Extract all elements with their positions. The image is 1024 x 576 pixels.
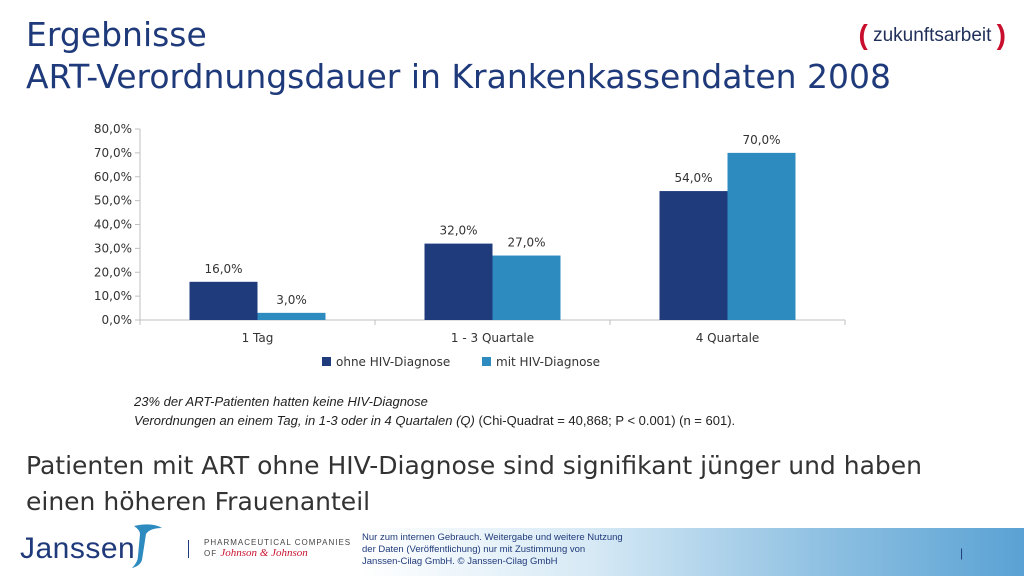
bar-mit-2 — [727, 152, 796, 320]
bar-ohne-1 — [424, 243, 493, 320]
logo-paren-close: ) — [996, 19, 1006, 50]
footnote-line-1: 23% der ART-Patienten hatten keine HIV-D… — [134, 394, 428, 409]
category-label: 1 Tag — [242, 331, 274, 345]
data-label: 16,0% — [204, 262, 242, 276]
conclusion-text: Patienten mit ART ohne HIV-Diagnose sind… — [26, 451, 922, 516]
bar-mit-1 — [492, 255, 561, 320]
bar-ohne-2 — [659, 191, 728, 320]
logo-text: zukunftsarbeit — [873, 25, 992, 46]
footer-separator — [188, 540, 189, 558]
data-label: 54,0% — [674, 171, 712, 185]
y-tick-label: 20,0% — [94, 265, 132, 279]
y-tick-label: 40,0% — [94, 218, 132, 232]
bar-chart: 0,0% 10,0% 20,0% 30,0% 40,0% 50,0% 60,0% 70,0% 8… — [94, 122, 846, 369]
legend-label: mit HIV-Diagnose — [496, 355, 600, 369]
category-label: 1 - 3 Quartale — [451, 331, 534, 345]
y-tick-label: 0,0% — [102, 313, 133, 327]
jnj-wordmark: Johnson & Johnson — [220, 547, 308, 559]
legend-swatch — [322, 357, 331, 366]
data-label: 70,0% — [742, 133, 780, 147]
y-tick-label: 70,0% — [94, 146, 132, 160]
title-line-1: Ergebnisse — [26, 15, 207, 54]
bar-mit-0 — [257, 312, 326, 320]
logo-paren-open: ( — [858, 19, 868, 50]
data-label: 27,0% — [507, 236, 545, 250]
y-tick-label: 30,0% — [94, 241, 132, 255]
disclaimer-line-2: der Daten (Veröffentlichung) nur mit Zus… — [362, 544, 586, 555]
disclaimer-line-3: Janssen-Cilag GmbH. © Janssen-Cilag GmbH — [362, 556, 558, 567]
pharma-line-1: PHARMACEUTICAL COMPANIES — [204, 538, 352, 547]
pharma-of: OF — [204, 549, 221, 558]
y-tick-label: 50,0% — [94, 194, 132, 208]
y-tick-label: 60,0% — [94, 170, 132, 184]
chart-footnote: 23% der ART-Patienten hatten keine HIV-D… — [134, 392, 735, 430]
zukunftsarbeit-logo: ( zukunftsarbeit ) — [858, 16, 1006, 50]
janssen-logo: Janssen — [20, 532, 136, 565]
legend-label: ohne HIV-Diagnose — [336, 355, 450, 369]
page-title: Ergebnisse ART-Verordnungsdauer in Krank… — [26, 14, 891, 98]
footer-disclaimer: Nur zum internen Gebrauch. Weitergabe un… — [362, 532, 623, 568]
bar-ohne-0 — [189, 281, 258, 320]
footer-gradient-band — [360, 528, 1024, 576]
janssen-swoosh-icon — [132, 524, 162, 568]
y-tick-label: 80,0% — [94, 122, 132, 136]
jnj-pharma-logo: PHARMACEUTICAL COMPANIES OF Johnson & Jo… — [204, 537, 351, 559]
category-label: 4 Quartale — [696, 331, 760, 345]
data-label: 32,0% — [439, 224, 477, 238]
footnote-line-2-rest: (Chi-Quadrat = 40,868; P < 0.001) (n = 6… — [474, 413, 736, 428]
disclaimer-line-1: Nur zum internen Gebrauch. Weitergabe un… — [362, 532, 623, 543]
page-marker: | — [960, 546, 964, 560]
legend-swatch — [482, 357, 491, 366]
data-label: 3,0% — [276, 293, 307, 307]
y-tick-label: 10,0% — [94, 289, 132, 303]
footnote-line-2-italic: Verordnungen an einem Tag, in 1-3 oder i… — [134, 413, 475, 428]
title-line-2: ART-Verordnungsdauer in Krankenkassendat… — [26, 57, 892, 96]
